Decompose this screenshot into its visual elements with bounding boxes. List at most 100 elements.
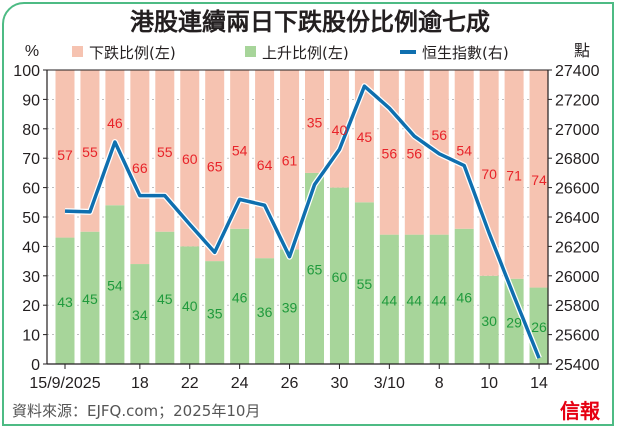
down-label: 74 — [531, 172, 547, 188]
up-bar-18/9 — [130, 264, 150, 364]
left-tick-label: 10 — [22, 328, 40, 345]
down-bar-19/9 — [155, 70, 175, 232]
x-tick-label: 26 — [281, 375, 299, 392]
up-bar-15/9 — [55, 237, 75, 364]
legend-label-2: 恒生指數(右) — [422, 44, 509, 62]
up-bar-26/9 — [280, 249, 300, 364]
down-bar-17/9 — [105, 70, 125, 206]
x-tick-label: 24 — [231, 375, 249, 392]
down-label: 65 — [207, 159, 223, 175]
down-label: 55 — [82, 144, 98, 160]
up-label: 46 — [456, 289, 472, 305]
down-label: 54 — [456, 142, 472, 158]
up-label: 35 — [207, 306, 223, 322]
x-tick-label: 8 — [435, 375, 444, 392]
up-bar-8/10 — [429, 234, 449, 364]
down-label: 45 — [357, 129, 373, 145]
up-label: 43 — [57, 294, 73, 310]
up-label: 30 — [481, 313, 497, 329]
x-tick-label: 30 — [331, 375, 349, 392]
down-bar-29/9 — [305, 70, 324, 173]
left-axis-unit: % — [25, 43, 39, 60]
down-label: 70 — [481, 166, 497, 182]
up-label: 45 — [82, 291, 98, 307]
down-label: 46 — [107, 115, 123, 131]
up-label: 54 — [107, 278, 123, 294]
left-tick-label: 40 — [22, 239, 40, 256]
chart-frame — [2, 2, 614, 426]
right-tick-label: 26600 — [555, 181, 600, 198]
legend-swatch-2 — [400, 50, 416, 54]
down-bar-15/9 — [55, 70, 75, 238]
down-label: 57 — [57, 147, 73, 163]
up-label: 60 — [332, 269, 348, 285]
x-tick-label: 10 — [480, 375, 498, 392]
up-bar-30/9 — [329, 187, 349, 364]
up-bar-6/10 — [404, 234, 424, 364]
up-bar-3/10 — [379, 234, 399, 364]
down-label: 54 — [232, 142, 248, 158]
down-label: 61 — [282, 153, 298, 169]
right-tick-label: 26000 — [555, 269, 600, 286]
up-bar-22/9 — [180, 246, 200, 364]
up-label: 44 — [431, 292, 447, 308]
legend-label-0: 下跌比例(左) — [89, 44, 176, 62]
right-tick-label: 26400 — [555, 210, 600, 227]
up-label: 26 — [531, 319, 547, 335]
up-label: 39 — [282, 300, 298, 316]
up-bar-10/10 — [479, 275, 499, 364]
down-bar-23/9 — [205, 70, 225, 262]
down-label: 66 — [132, 160, 148, 176]
up-label: 45 — [157, 291, 173, 307]
x-tick-label: 3/10 — [374, 375, 405, 392]
hang-seng-index-line — [64, 84, 541, 359]
up-label: 44 — [407, 292, 423, 308]
up-bar-23/9 — [205, 261, 225, 364]
down-bar-13/10 — [504, 70, 524, 279]
x-tick-label: 14 — [530, 375, 548, 392]
right-tick-label: 26200 — [555, 239, 600, 256]
up-label: 44 — [382, 292, 398, 308]
left-tick-label: 60 — [22, 181, 40, 198]
down-bar-22/9 — [180, 70, 200, 247]
down-bar-18/9 — [130, 70, 150, 265]
down-label: 60 — [182, 151, 198, 167]
up-bar-2/10 — [354, 202, 374, 364]
right-tick-label: 27200 — [555, 92, 600, 109]
up-label: 29 — [506, 314, 522, 330]
right-tick-label: 25800 — [555, 298, 600, 315]
down-label: 55 — [157, 144, 173, 160]
right-tick-label: 25400 — [555, 357, 600, 374]
up-label: 46 — [232, 289, 248, 305]
up-bar-17/9 — [105, 205, 125, 364]
up-label: 36 — [257, 304, 273, 320]
right-tick-label: 25600 — [555, 328, 600, 345]
left-tick-label: 50 — [22, 210, 40, 227]
down-label: 56 — [431, 127, 447, 143]
up-bar-9/10 — [454, 228, 474, 364]
up-bar-25/9 — [255, 258, 275, 364]
x-tick-label: 15/9/2025 — [29, 375, 100, 392]
legend-swatch-1 — [245, 46, 256, 57]
up-label: 34 — [132, 307, 148, 323]
up-bar-29/9 — [305, 172, 324, 364]
right-tick-label: 26800 — [555, 151, 600, 168]
legend-swatch-0 — [72, 46, 83, 57]
right-axis-unit: 點 — [574, 41, 590, 60]
left-tick-label: 0 — [31, 357, 40, 374]
left-tick-label: 100 — [13, 63, 40, 80]
down-label: 56 — [382, 145, 398, 161]
chart-title: 港股連續兩日下跌股份比例逾七成 — [130, 8, 490, 36]
hkej-logo: 信報 — [560, 399, 601, 423]
up-bar-16/9 — [80, 231, 100, 364]
up-label: 40 — [182, 298, 198, 314]
x-tick-label: 18 — [131, 375, 149, 392]
down-bar-26/9 — [280, 70, 300, 250]
down-label: 56 — [407, 145, 423, 161]
up-bar-13/10 — [504, 278, 524, 364]
up-label: 55 — [357, 276, 373, 292]
right-tick-label: 27400 — [555, 63, 600, 80]
down-bar-14/10 — [529, 70, 549, 288]
down-label: 40 — [332, 122, 348, 138]
